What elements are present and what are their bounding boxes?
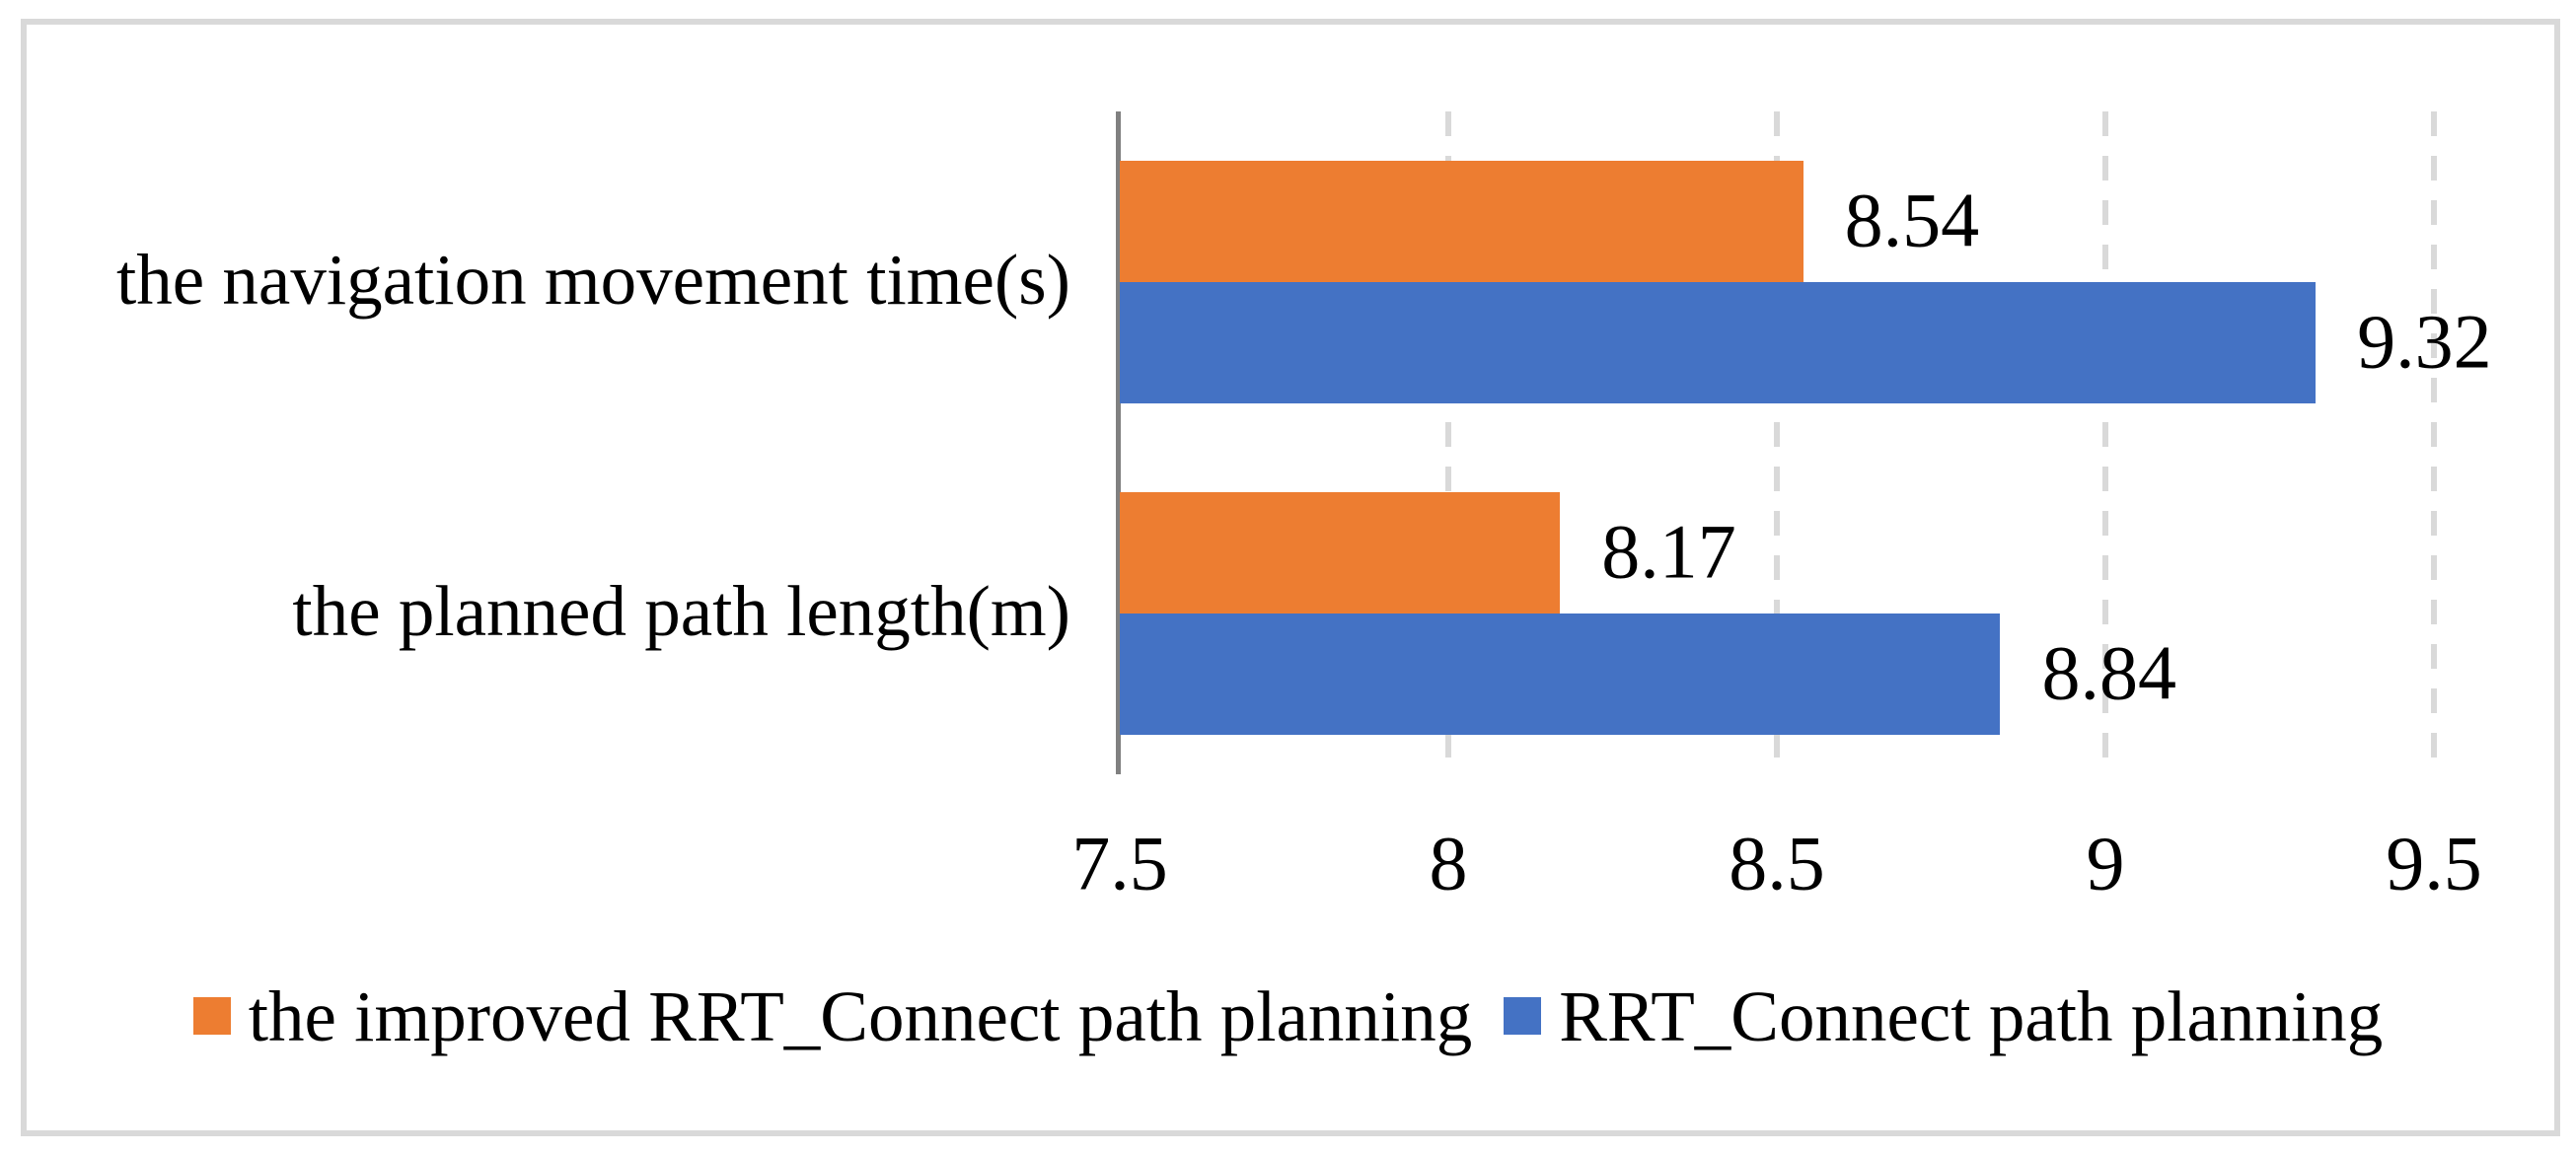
legend-entry-improved-rrt-connect: the improved RRT_Connect path planning <box>192 975 1473 1056</box>
major-gridline <box>1774 111 1780 774</box>
major-gridline <box>2102 111 2108 774</box>
x-tick-label: 9.5 <box>2386 820 2482 906</box>
legend-entry-rrt-connect: RRT_Connect path planning <box>1504 980 2383 1052</box>
major-gridline <box>1445 111 1451 774</box>
data-label: 8.84 <box>2041 628 2176 715</box>
x-tick-label: 7.5 <box>1071 820 1168 906</box>
x-tick-label: 8.5 <box>1729 820 1825 906</box>
x-tick-label: 8 <box>1429 820 1468 906</box>
data-label: 8.54 <box>1844 176 1980 262</box>
data-label: 8.17 <box>1601 507 1736 594</box>
value-axis-line <box>1116 111 1121 774</box>
legend-label: the improved RRT_Connect path planning <box>248 975 1473 1056</box>
category-label: the planned path length(m) <box>292 571 1070 652</box>
bar-rrt-connect <box>1120 282 2317 403</box>
legend-label: RRT_Connect path planning <box>1559 975 2384 1056</box>
legend: the improved RRT_Connect path planning RR… <box>0 972 2576 1060</box>
bar-improved-rrt-connect <box>1120 161 1803 282</box>
legend-swatch-icon <box>192 997 231 1035</box>
category-label: the navigation movement time(s) <box>115 240 1070 321</box>
data-label: 9.32 <box>2357 297 2492 384</box>
major-gridline <box>2431 111 2437 774</box>
bar-improved-rrt-connect <box>1120 492 1561 614</box>
x-tick-label: 9 <box>2086 820 2125 906</box>
legend-swatch-icon <box>1504 997 1542 1035</box>
bar-rrt-connect <box>1120 614 2001 735</box>
